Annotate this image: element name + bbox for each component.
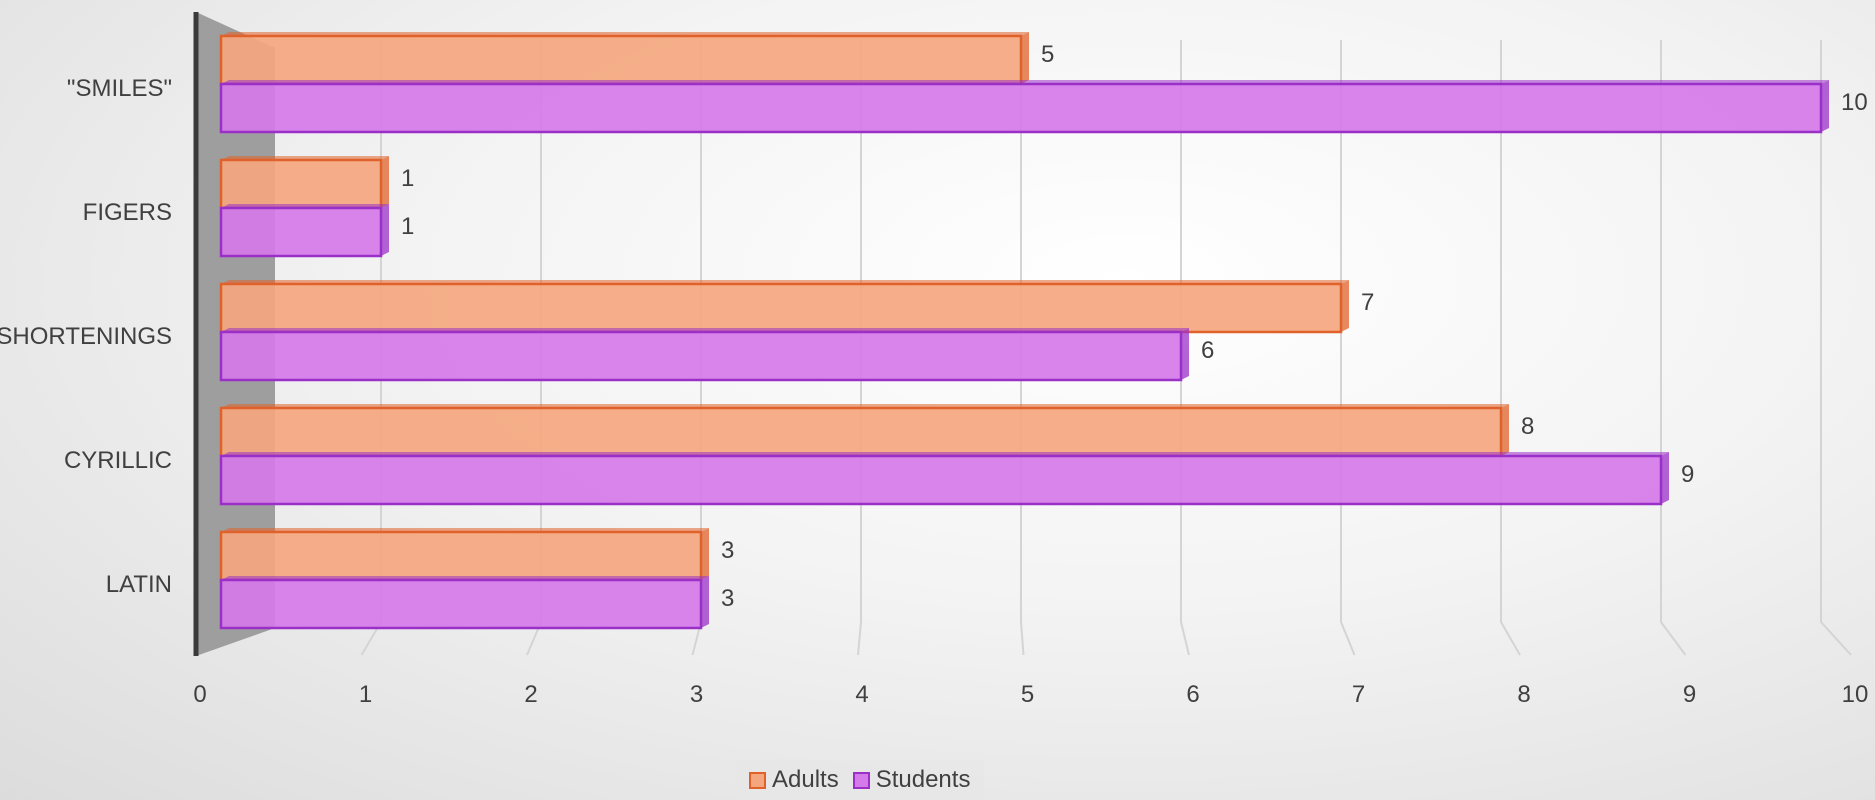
x-tick-label: 2 <box>524 681 537 708</box>
bar-adults <box>219 158 383 210</box>
data-label: 9 <box>1681 461 1694 488</box>
bar-adults <box>219 530 703 582</box>
data-label: 7 <box>1361 289 1374 316</box>
x-tick-label: 3 <box>690 681 703 708</box>
y-tick-label: LATIN <box>106 571 172 598</box>
legend-swatch-students <box>852 771 870 789</box>
gridline <box>1660 40 1687 656</box>
chart-legend: Adults Students <box>735 760 985 800</box>
gridline <box>1180 40 1190 656</box>
x-tick-label: 10 <box>1842 681 1869 708</box>
bar-side-adults <box>701 528 709 580</box>
legend-label-students: Students <box>875 766 971 793</box>
x-tick-label: 7 <box>1352 681 1365 708</box>
data-label: 1 <box>401 165 414 192</box>
legend-item-adults: Adults <box>749 766 839 794</box>
gridline <box>1500 40 1521 656</box>
y-tick-label: SHORTENINGS <box>0 323 172 350</box>
data-label: 5 <box>1041 41 1054 68</box>
gridline <box>1340 40 1356 656</box>
bar-side-students <box>701 576 709 628</box>
data-label: 8 <box>1521 413 1534 440</box>
legend-swatch-adults <box>749 771 766 789</box>
bar-side-adults <box>1341 280 1349 332</box>
data-label: 3 <box>721 585 734 612</box>
x-tick-label: 6 <box>1186 681 1199 708</box>
bar-students <box>219 578 703 630</box>
bar-students <box>219 82 1823 134</box>
y-tick-label: CYRILLIC <box>64 447 172 474</box>
legend-label-adults: Adults <box>772 766 839 793</box>
x-tick-label: 8 <box>1517 681 1530 708</box>
x-tick-label: 5 <box>1021 681 1034 708</box>
y-tick-label: "SMILES" <box>67 75 172 102</box>
y-tick-label: FIGERS <box>83 199 172 226</box>
x-tick-label: 0 <box>193 681 206 708</box>
bar-adults <box>219 406 1503 458</box>
gridline <box>857 40 862 656</box>
bar-side-adults <box>381 156 389 208</box>
bar-adults <box>219 282 1343 334</box>
data-label: 1 <box>401 213 414 240</box>
bar-side-students <box>1821 80 1829 132</box>
bar-side-adults <box>1501 404 1509 456</box>
x-tick-label: 1 <box>359 681 372 708</box>
gridline <box>1020 40 1025 656</box>
data-label: 3 <box>721 537 734 564</box>
x-tick-label: 4 <box>855 681 868 708</box>
gridline <box>1820 40 1852 656</box>
bar-students <box>219 454 1663 506</box>
bar-side-adults <box>1021 32 1029 84</box>
legend-item-students: Students <box>852 766 971 794</box>
bar-side-students <box>1181 328 1189 380</box>
bar-side-students <box>1661 452 1669 504</box>
bar-side-students <box>381 204 389 256</box>
data-label: 6 <box>1201 337 1214 364</box>
data-label: 10 <box>1841 89 1868 116</box>
bar-students <box>219 330 1183 382</box>
x-tick-label: 9 <box>1683 681 1696 708</box>
bar-students <box>219 206 383 258</box>
bar-adults <box>219 34 1023 86</box>
